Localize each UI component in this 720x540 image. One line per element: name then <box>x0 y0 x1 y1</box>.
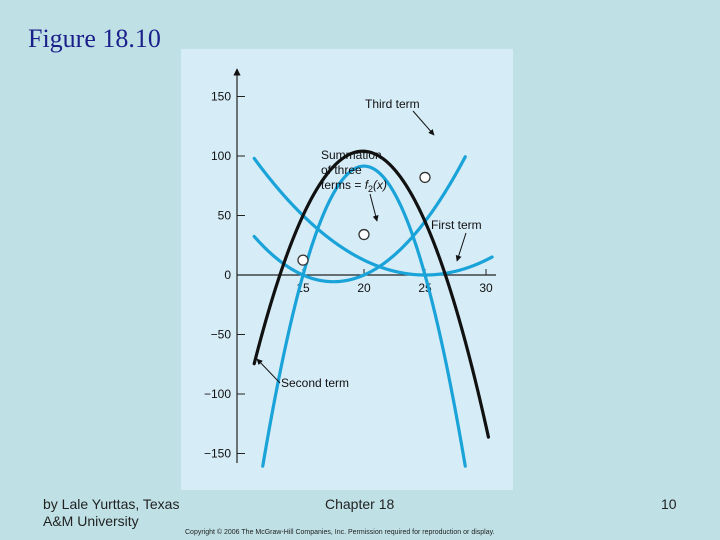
marker-group <box>297 171 431 266</box>
annotation-second-term-arrow <box>256 358 281 384</box>
series-line-sum <box>252 149 491 439</box>
annotation-first-term-arrow <box>455 232 467 262</box>
annotation-summation-line3: terms = f2(x) <box>321 178 387 194</box>
series-line-second <box>261 164 467 468</box>
copyright-notice: Copyright © 2006 The McGraw-Hill Compani… <box>185 529 495 536</box>
y-tick-label: −150 <box>204 447 231 461</box>
y-tick-label: 100 <box>211 149 231 163</box>
data-point-marker <box>419 171 431 184</box>
series-line-first <box>252 156 494 277</box>
data-point-marker <box>297 254 309 266</box>
annotation-group: Third term Summation of three terms = f2… <box>256 97 482 390</box>
data-point-marker <box>358 228 370 241</box>
annotation-second-term: Second term <box>281 376 349 390</box>
annotation-summation-line1: Summation <box>321 148 382 162</box>
y-tick-label: 0 <box>224 268 231 282</box>
annotation-summation-arrow <box>369 193 379 222</box>
chart-panel: 150 100 50 0 −50 −100 −150 15 20 25 30 Third term … <box>181 49 513 490</box>
y-tick-label: 150 <box>211 90 231 104</box>
x-tick-label: 20 <box>357 281 371 295</box>
annotation-third-term-arrow <box>412 110 435 136</box>
y-tick-label: −50 <box>211 328 232 342</box>
axes <box>233 68 496 463</box>
y-tick-label: −100 <box>204 387 231 401</box>
annotation-first-term: First term <box>431 218 482 232</box>
x-tick-label: 30 <box>479 281 493 295</box>
figure-title: Figure 18.10 <box>28 24 161 53</box>
page-number: 10 <box>661 496 677 512</box>
series-line-third <box>252 155 467 284</box>
annotation-third-term: Third term <box>365 97 420 111</box>
footer-chapter: Chapter 18 <box>325 496 395 512</box>
curve-group <box>252 149 494 468</box>
annotation-summation-line2: of three <box>321 163 362 177</box>
y-tick-label: 50 <box>218 209 232 223</box>
footer-author: by Lale Yurttas, Texas A&M University <box>43 496 180 529</box>
